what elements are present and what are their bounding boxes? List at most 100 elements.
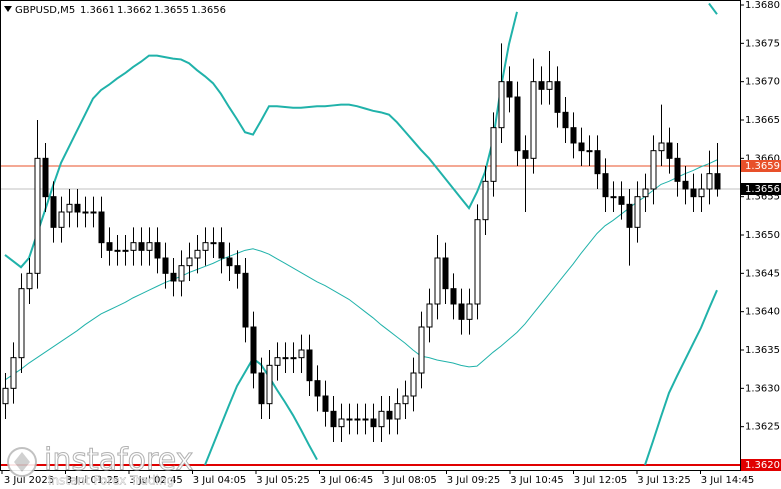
x-tick-label: 3 Jul 04:05 bbox=[193, 475, 247, 486]
candle-body bbox=[290, 357, 297, 360]
candle-body bbox=[682, 180, 689, 190]
candle-body bbox=[386, 410, 393, 420]
candle-body bbox=[378, 410, 385, 428]
candle-body bbox=[370, 418, 377, 428]
y-tick-label: 1.3655 bbox=[745, 192, 780, 203]
candle-body bbox=[34, 157, 41, 274]
frame bbox=[0, 0, 741, 471]
candle-body bbox=[506, 81, 513, 98]
candle-body bbox=[106, 242, 113, 251]
candle-body bbox=[650, 150, 657, 190]
candle-body bbox=[114, 249, 121, 252]
candle-body bbox=[210, 242, 217, 245]
candle-body bbox=[594, 150, 601, 175]
candle-body bbox=[194, 249, 201, 259]
candle-body bbox=[346, 418, 353, 421]
symbol: GBPUSD,M5 bbox=[15, 5, 75, 16]
candle-body bbox=[74, 203, 81, 213]
candle-body bbox=[146, 242, 153, 251]
candle-body bbox=[2, 387, 9, 405]
candle-body bbox=[98, 211, 105, 244]
x-tick-label: 3 Jul 02:45 bbox=[129, 475, 183, 486]
candle-body bbox=[514, 96, 521, 152]
candle-body bbox=[162, 257, 169, 274]
x-tick-label: 3 Jul 13:25 bbox=[637, 475, 691, 486]
y-tick-label: 1.3640 bbox=[745, 307, 780, 318]
y-tick-label: 1.3625 bbox=[745, 422, 780, 433]
y-tick-label: 1.3680 bbox=[745, 0, 780, 11]
candle-body bbox=[258, 372, 265, 405]
candle-body bbox=[690, 188, 697, 198]
y-tick-label: 1.3645 bbox=[745, 268, 780, 279]
candle-body bbox=[138, 242, 145, 251]
candle-body bbox=[562, 111, 569, 129]
candle-body bbox=[18, 288, 25, 359]
candle-body bbox=[10, 357, 17, 389]
candle-body bbox=[714, 173, 721, 190]
candle-body bbox=[178, 265, 185, 282]
close-value: 1.3656 bbox=[191, 5, 226, 16]
price-level-box bbox=[741, 183, 781, 195]
candle-body bbox=[570, 127, 577, 144]
high-value: 1.3662 bbox=[117, 5, 152, 16]
x-tick-label: 3 Jul 14:45 bbox=[701, 475, 755, 486]
candle-body bbox=[218, 242, 225, 259]
candle-body bbox=[66, 203, 73, 213]
price-level-label: 1.3656 bbox=[745, 184, 780, 195]
open-value: 1.3661 bbox=[80, 5, 115, 16]
candle-body bbox=[402, 395, 409, 405]
candle-body bbox=[410, 372, 417, 397]
candle-body bbox=[554, 81, 561, 113]
y-tick-label: 1.3670 bbox=[745, 77, 780, 88]
band-line bbox=[708, 2, 718, 15]
band-line bbox=[644, 289, 718, 466]
x-tick-label: 3 Jul 06:45 bbox=[320, 475, 374, 486]
candle-body bbox=[426, 303, 433, 328]
candle-body bbox=[442, 257, 449, 290]
candle-body bbox=[202, 242, 209, 251]
candle-body bbox=[82, 211, 89, 214]
candle-body bbox=[658, 142, 665, 152]
watermark: instaforex Instant Forex Trading bbox=[7, 442, 194, 488]
candle-body bbox=[274, 357, 281, 366]
x-tick-label: 3 Jul 08:05 bbox=[383, 475, 437, 486]
x-tick-label: 3 Jul 09:25 bbox=[447, 475, 501, 486]
candle-body bbox=[634, 196, 641, 228]
candle-body bbox=[170, 272, 177, 282]
y-tick-label: 1.3650 bbox=[745, 230, 780, 241]
y-tick-label: 1.3660 bbox=[745, 153, 780, 164]
candle-body bbox=[666, 142, 673, 159]
candle-body bbox=[186, 257, 193, 267]
candle-body bbox=[450, 288, 457, 305]
candle-body bbox=[50, 196, 57, 228]
candle-body bbox=[314, 380, 321, 397]
candle-body bbox=[490, 127, 497, 182]
x-tick-label: 3 Jul 12:05 bbox=[574, 475, 628, 486]
candle-body bbox=[602, 173, 609, 198]
candle-body bbox=[466, 303, 473, 320]
candle-body bbox=[586, 150, 593, 153]
candle-body bbox=[706, 173, 713, 190]
x-tick-label: 3 Jul 01:25 bbox=[66, 475, 120, 486]
price-level-box bbox=[741, 160, 781, 172]
candle-body bbox=[434, 257, 441, 305]
candle-body bbox=[498, 81, 505, 129]
price-level-label: 1.3659 bbox=[745, 161, 780, 172]
candle-body bbox=[306, 349, 313, 382]
candle-body bbox=[482, 180, 489, 221]
plot-area bbox=[0, 2, 740, 466]
x-tick-label: 3 Jul 2025 bbox=[4, 475, 54, 486]
candle-body bbox=[58, 211, 65, 228]
header: GBPUSD,M5 1.3661 1.3662 1.3655 1.3656 bbox=[4, 5, 226, 16]
band-line bbox=[4, 159, 718, 381]
candle-body bbox=[530, 81, 537, 159]
watermark-icon-shape bbox=[14, 452, 30, 472]
candle-body bbox=[282, 357, 289, 360]
candle-body bbox=[538, 81, 545, 90]
y-tick-label: 1.3675 bbox=[745, 38, 780, 49]
candle-body bbox=[698, 188, 705, 198]
candle-body bbox=[578, 142, 585, 152]
candle-body bbox=[298, 349, 305, 359]
candle-body bbox=[122, 249, 129, 252]
